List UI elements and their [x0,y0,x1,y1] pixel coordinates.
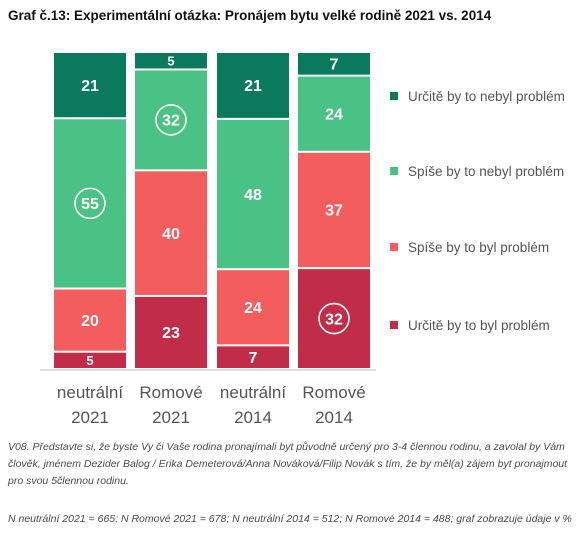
data-label: 7 [249,350,258,367]
data-label: 24 [325,106,343,123]
data-label: 5 [167,53,174,68]
category-label: Romové [139,383,202,402]
bar-segment [298,269,370,368]
data-label: 24 [244,300,262,317]
sample-note: N neutrální 2021 = 665; N Romové 2021 = … [8,513,572,525]
category-label: 2014 [315,408,353,427]
question-note: V08. Představte si, že byste Vy či Vaše … [8,441,568,487]
legend-item-rather-not-problem: Spíše by to nebyl problém [390,162,580,181]
data-label: 55 [81,196,99,213]
legend-swatch [390,321,398,329]
data-label: 32 [162,113,180,130]
bar-segment [217,346,289,368]
legend-label: Spíše by to byl problém [408,240,550,255]
bar-segment [298,152,370,268]
data-label: 21 [81,78,99,95]
legend-label: Určitě by to nebyl problém [408,89,565,104]
bar-segment [217,53,289,118]
category-label: 2021 [152,408,190,427]
bar-segment [217,119,289,269]
data-label: 40 [162,226,180,243]
highlight-circle [155,104,187,136]
legend-swatch [390,167,398,175]
category-label: 2014 [234,408,272,427]
bar-segment [54,289,126,351]
category-label: neutrální [220,383,286,402]
category-label: Romové [302,383,365,402]
legend-item-definitely-problem: Určitě by to byl problém [390,316,580,335]
bar-segment [298,76,370,151]
data-label: 37 [325,203,343,220]
bar-segment [54,53,126,118]
bar-segment [135,70,207,170]
legend-label: Určitě by to byl problém [408,318,550,333]
category-label: neutrální [57,383,123,402]
legend-swatch [390,243,398,251]
highlight-circle [318,302,350,335]
legend-swatch [390,92,398,100]
bar-segment [135,171,207,295]
data-label: 7 [330,57,339,74]
bar-segment [54,352,126,368]
legend-label: Spíše by to nebyl problém [408,164,565,179]
bar-segment [135,296,207,368]
chart-title: Graf č.13: Experimentální otázka: Pronáj… [8,8,492,23]
data-label: 23 [162,325,180,342]
bar-segment [217,270,289,345]
data-label: 21 [244,78,262,95]
bar-segment [298,53,370,75]
bar-segment [54,119,126,288]
legend-item-rather-problem: Spíše by to byl problém [390,238,580,257]
data-label: 5 [86,353,93,368]
legend-item-definitely-not-problem: Určitě by to nebyl problém [390,87,580,106]
category-label: 2021 [71,408,109,427]
data-label: 20 [81,313,99,330]
data-label: 32 [325,311,343,328]
bar-segment [135,53,207,69]
data-label: 48 [244,187,262,204]
highlight-circle [74,187,106,220]
stacked-bar-chart: 5 20 55 21 neutrální 2021 23 40 32 5 Romové 2021 7 24… [40,53,376,427]
